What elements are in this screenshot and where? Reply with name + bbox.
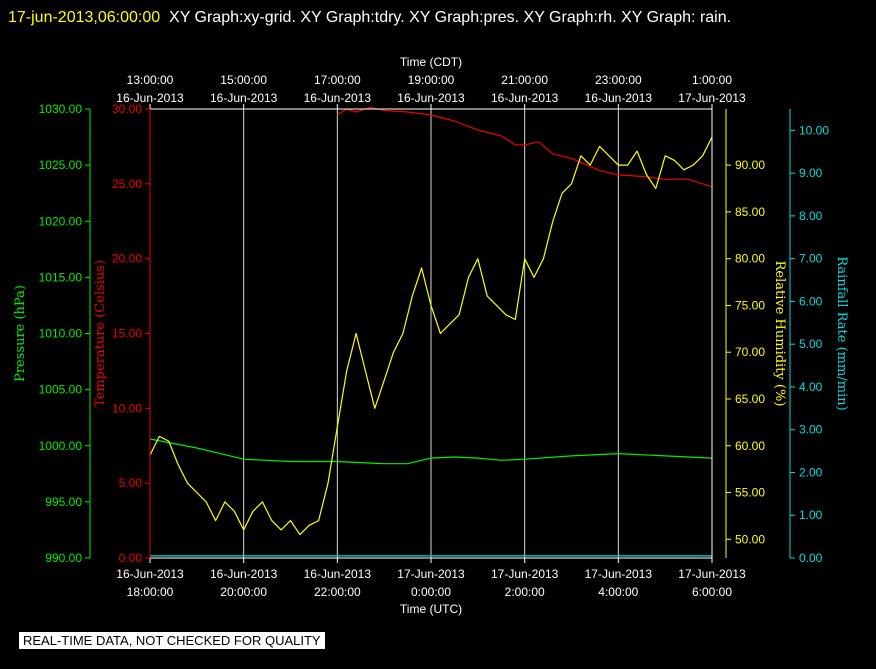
pressure-tick-label: 1030.00 [39, 102, 83, 116]
temperature-tick-label: 25.00 [112, 177, 142, 191]
bottom-tick-date: 16-Jun-2013 [116, 567, 184, 581]
pressure-tick-label: 995.00 [45, 495, 82, 509]
temperature-tick-label: 15.00 [112, 327, 142, 341]
rh-tick-label: 75.00 [735, 298, 765, 312]
bottom-tick-time: 0:00:00 [411, 585, 451, 599]
bottom-tick-time: 6:00:00 [692, 585, 732, 599]
top-tick-time: 21:00:00 [501, 73, 548, 87]
rh-tick-label: 50.00 [735, 532, 765, 546]
rain-tick-label: 7.00 [799, 252, 823, 266]
top-tick-date: 16-Jun-2013 [210, 91, 278, 105]
timestamp: 17-jun-2013,06:00:00 [8, 9, 161, 26]
rain-tick-label: 0.00 [799, 551, 823, 565]
left-axes: 990.00 995.00 1000.00 1005.00 1010.00 1015.00… [13, 102, 151, 565]
bottom-tick-time: 22:00:00 [314, 585, 361, 599]
top-tick-time: 1:00:00 [692, 73, 732, 87]
top-tick-date: 16-Jun-2013 [397, 91, 465, 105]
rh-tick-label: 65.00 [735, 392, 765, 406]
rh-tick-label: 85.00 [735, 205, 765, 219]
quality-notice: REAL-TIME DATA, NOT CHECKED FOR QUALITY [19, 632, 325, 649]
top-tick-date: 16-Jun-2013 [491, 91, 559, 105]
top-tick-date: 17-Jun-2013 [678, 91, 746, 105]
top-tick-date: 16-Jun-2013 [304, 91, 372, 105]
rh-tick-label: 70.00 [735, 345, 765, 359]
rain-tick-label: 2.00 [799, 465, 823, 479]
top-axis-label: Time (CDT) [400, 55, 462, 69]
rain-tick-label: 3.00 [799, 423, 823, 437]
top-tick-date: 16-Jun-2013 [585, 91, 653, 105]
grid-lines [243, 109, 619, 558]
bottom-tick-date: 17-Jun-2013 [491, 567, 559, 581]
top-time-axis: Time (CDT) 13:00:00 16-Jun-2013 15:00:00 16-… [116, 55, 746, 109]
pressure-series-line [149, 438, 713, 465]
graph-list: XY Graph:xy-grid. XY Graph:tdry. XY Grap… [169, 9, 732, 26]
top-tick-time: 23:00:00 [595, 73, 642, 87]
pressure-tick-label: 1005.00 [39, 383, 83, 397]
bottom-tick-date: 16-Jun-2013 [304, 567, 372, 581]
temperature-axis-title: Temperature (Celsius) [93, 260, 108, 407]
rh-axis-title: Relative Humidity (%) [772, 261, 787, 407]
pressure-tick-label: 1000.00 [39, 439, 83, 453]
rh-tick-label: 60.00 [735, 439, 765, 453]
rh-tick-label: 90.00 [735, 158, 765, 172]
rain-axis-title: Rainfall Rate (mm/min) [834, 256, 849, 410]
temperature-tick-label: 5.00 [119, 476, 143, 490]
bottom-tick-time: 18:00:00 [127, 585, 174, 599]
rain-tick-label: 6.00 [799, 294, 823, 308]
rain-tick-label: 9.00 [799, 166, 823, 180]
bottom-tick-time: 20:00:00 [220, 585, 267, 599]
graph-title: 17-jun-2013,06:00:00 XY Graph:xy-grid. X… [8, 4, 868, 31]
top-tick-time: 17:00:00 [314, 73, 361, 87]
rain-tick-label: 8.00 [799, 209, 823, 223]
top-tick-time: 19:00:00 [408, 73, 455, 87]
rh-tick-label: 55.00 [735, 486, 765, 500]
temperature-tick-label: 20.00 [112, 252, 142, 266]
top-tick-time: 13:00:00 [127, 73, 174, 87]
bottom-tick-time: 4:00:00 [598, 585, 638, 599]
pressure-tick-label: 1015.00 [39, 270, 83, 284]
temperature-tick-label: 10.00 [112, 401, 142, 415]
rain-tick-label: 10.00 [799, 123, 829, 137]
pressure-tick-label: 1020.00 [39, 214, 83, 228]
pressure-tick-label: 1010.00 [39, 327, 83, 341]
bottom-axis-label: Time (UTC) [400, 602, 462, 616]
bottom-tick-date: 17-Jun-2013 [397, 567, 465, 581]
rain-tick-label: 5.00 [799, 337, 823, 351]
rain-tick-label: 4.00 [799, 380, 823, 394]
bottom-tick-date: 17-Jun-2013 [678, 567, 746, 581]
right-axes: 50.00 55.00 60.00 65.00 70.00 75.00 80.00 85.00… [725, 109, 849, 565]
temperature-tick-label: 0.00 [119, 551, 143, 565]
bottom-tick-date: 17-Jun-2013 [585, 567, 653, 581]
bottom-tick-date: 16-Jun-2013 [210, 567, 278, 581]
top-tick-date: 16-Jun-2013 [116, 91, 184, 105]
pressure-axis-title: Pressure (hPa) [13, 285, 28, 382]
rh-series-line [149, 136, 713, 536]
pressure-tick-label: 1025.00 [39, 158, 83, 172]
bottom-time-axis: 16-Jun-2013 18:00:00 16-Jun-2013 20:00:00 16… [116, 558, 746, 616]
rain-tick-label: 1.00 [799, 508, 823, 522]
temperature-tick-label: 30.00 [112, 102, 142, 116]
bottom-tick-time: 2:00:00 [505, 585, 545, 599]
rh-tick-label: 80.00 [735, 252, 765, 266]
pressure-tick-label: 990.00 [45, 551, 82, 565]
top-tick-time: 15:00:00 [220, 73, 267, 87]
